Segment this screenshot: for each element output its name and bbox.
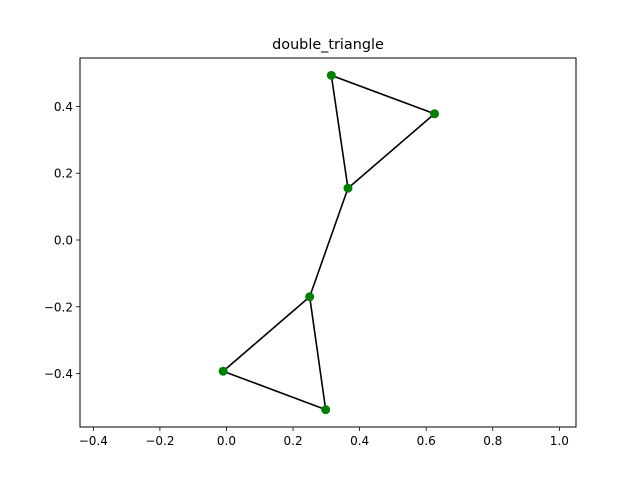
graph-edge-3 bbox=[308, 187, 349, 298]
graph-node-2 bbox=[343, 183, 353, 193]
graph-edge-6 bbox=[308, 296, 327, 410]
chart-title: double_triangle bbox=[272, 37, 384, 53]
graph-node-5 bbox=[321, 405, 331, 415]
graph-edge-4 bbox=[222, 296, 311, 372]
graph-node-3 bbox=[305, 292, 315, 302]
x-tick-label: −0.4 bbox=[79, 434, 108, 448]
nodes-layer bbox=[218, 70, 440, 415]
axes-frame bbox=[79, 57, 577, 428]
y-tick-label: −0.4 bbox=[44, 367, 73, 381]
graph-edge-5 bbox=[222, 370, 326, 411]
y-tick-label: 0.0 bbox=[54, 233, 73, 247]
y-tick-label: −0.2 bbox=[44, 300, 73, 314]
y-tick-label: 0.4 bbox=[54, 100, 73, 114]
x-tick-label: 0.8 bbox=[483, 434, 502, 448]
y-tick-label: 0.2 bbox=[54, 167, 73, 181]
x-tick-label: 1.0 bbox=[550, 434, 569, 448]
graph-edge-0 bbox=[331, 74, 435, 115]
x-tick-label: 0.4 bbox=[350, 434, 369, 448]
graph-node-1 bbox=[430, 109, 440, 119]
x-tick-label: −0.2 bbox=[145, 434, 174, 448]
edges-layer bbox=[222, 74, 436, 411]
graph-node-0 bbox=[326, 70, 336, 80]
x-tick-label: 0.0 bbox=[217, 434, 236, 448]
graph-edge-2 bbox=[330, 75, 349, 189]
x-tick-label: 0.6 bbox=[417, 434, 436, 448]
x-axis-ticks: −0.4 −0.2 0.0 0.2 0.4 0.6 0.8 1.0 bbox=[79, 427, 569, 448]
graph-node-4 bbox=[218, 366, 228, 376]
x-tick-label: 0.2 bbox=[284, 434, 303, 448]
y-axis-ticks: −0.4 −0.2 0.0 0.2 0.4 bbox=[44, 100, 80, 381]
graph-edge-1 bbox=[347, 113, 436, 189]
